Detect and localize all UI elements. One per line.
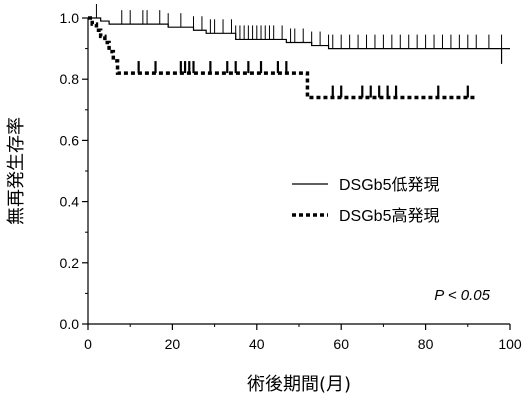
y-tick-label: 0.8 <box>60 71 80 87</box>
plot-area: 0.0 0.2 0.4 0.6 0.8 1.0 0 20 40 60 80 100 <box>60 4 522 352</box>
series-low-expression <box>88 4 510 64</box>
curve-high-expression <box>88 16 477 100</box>
curve-low-expression <box>88 17 510 50</box>
series-high-expression <box>88 16 477 100</box>
x-axis-ticks: 0 20 40 60 80 100 <box>84 324 522 352</box>
x-tick-label: 0 <box>84 336 92 352</box>
x-tick-label: 100 <box>498 336 522 352</box>
legend-label-low: DSGb5低発現 <box>339 176 439 194</box>
y-axis-ticks: 0.0 0.2 0.4 0.6 0.8 1.0 <box>60 10 88 332</box>
y-tick-label: 0.4 <box>60 194 80 210</box>
y-tick-label: 0.2 <box>60 255 80 271</box>
legend-label-high: DSGb5高発現 <box>339 207 439 225</box>
y-axis-title: 無再発生存率 <box>6 117 27 225</box>
x-tick-label: 60 <box>333 336 349 352</box>
x-axis-title: 術後期間(月) <box>247 374 351 395</box>
x-tick-label: 40 <box>249 336 265 352</box>
x-tick-label: 80 <box>418 336 434 352</box>
y-tick-label: 1.0 <box>60 10 80 26</box>
legend: DSGb5低発現 DSGb5高発現 <box>292 176 439 225</box>
survival-curves <box>88 4 510 100</box>
p-value-annotation: P < 0.05 <box>434 287 490 304</box>
x-tick-label: 20 <box>165 336 181 352</box>
y-tick-label: 0.0 <box>60 316 80 332</box>
y-tick-label: 0.6 <box>60 132 80 148</box>
